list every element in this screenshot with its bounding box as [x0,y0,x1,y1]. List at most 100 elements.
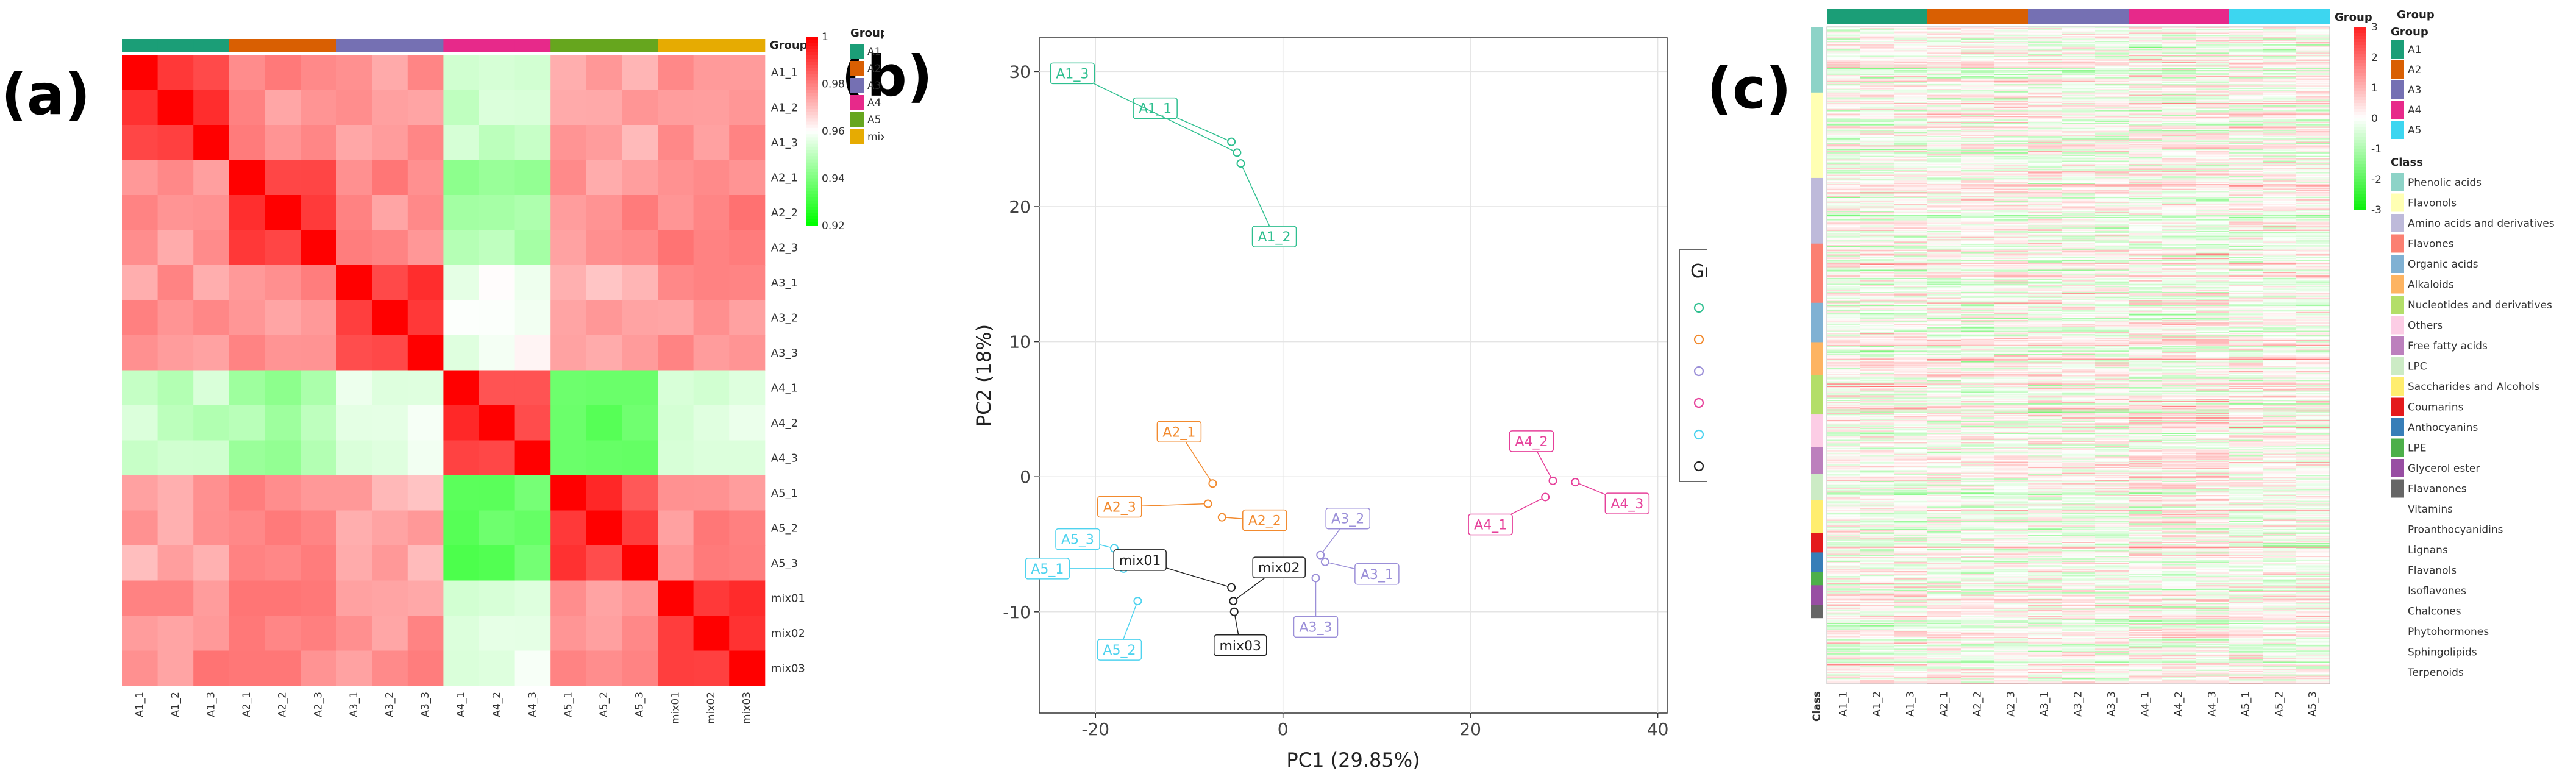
heatmap-cell [1994,44,2029,46]
heatmap-cell [2296,80,2330,82]
heatmap-cell [2095,215,2129,216]
heatmap-cell [1894,32,1928,34]
heatmap-cell [2129,238,2163,240]
heatmap-cell [2162,52,2196,54]
heatmap-cell [1927,138,1962,140]
heatmap-cell [2162,89,2196,91]
heatmap-cell [2229,200,2263,202]
heatmap-cell [2062,296,2096,299]
heatmap-cell [2196,133,2230,135]
heatmap-cell [2028,286,2062,288]
heatmap-cell [1827,338,1861,339]
heatmap-cell [1827,166,1861,168]
heatmap-cell [2162,332,2196,333]
heatmap-cell [1927,233,1962,235]
heatmap-cell [2095,285,2129,286]
heatmap-cell [2162,234,2196,236]
heatmap-cell [1860,103,1895,105]
colorbar-segment [806,197,818,201]
heatmap-cell [2229,187,2263,190]
heatmap-cell [2129,50,2163,52]
heatmap-cell [2229,222,2263,224]
heatmap-cell [2296,307,2330,309]
heatmap-cell [301,125,337,160]
heatmap-cell [1994,171,2029,173]
colorbar-segment [806,153,818,157]
heatmap-cell [2196,174,2230,176]
heatmap-cell [2162,51,2196,53]
heatmap-cell [229,300,265,336]
heatmap-cell [1994,220,2029,222]
heatmap-cell [1961,155,1995,158]
heatmap-cell [2062,107,2096,110]
heatmap-cell [2296,252,2330,254]
heatmap-cell [2162,205,2196,207]
heatmap-cell [2129,29,2163,31]
heatmap-cell [2095,263,2129,266]
heatmap-cell [1961,64,1995,66]
heatmap-cell [372,475,408,511]
heatmap-cell [2162,102,2196,104]
heatmap-cell [1994,110,2029,112]
heatmap-cell [658,55,694,90]
heatmap-cell [2196,76,2230,78]
heatmap-cell [2162,196,2196,197]
heatmap-cell [2129,36,2163,38]
heatmap-cell [1827,30,1861,32]
heatmap-cell [2162,42,2196,44]
point-label-box [1468,513,1513,536]
heatmap-cell [479,475,516,511]
heatmap-cell [2229,88,2263,90]
heatmap-cell [2196,145,2230,147]
heatmap-cell [1994,239,2029,241]
heatmap-cell [729,335,766,371]
heatmap-cell [586,510,622,546]
heatmap-cell [2062,40,2096,41]
heatmap-cell [2296,174,2330,176]
heatmap-cell [514,545,551,581]
heatmap-cell [2196,344,2230,346]
heatmap-cell [2196,165,2230,167]
heatmap-cell [2196,135,2230,137]
heatmap-cell [2129,151,2163,153]
heatmap-cell [1994,201,2029,204]
heatmap-cell [2263,165,2297,167]
heatmap-cell [2296,77,2330,79]
heatmap-cell [2129,266,2163,268]
heatmap-cell [1894,213,1928,215]
heatmap-cell [2229,113,2263,115]
heatmap-cell [2162,84,2196,86]
heatmap-cell [301,300,337,336]
heatmap-cell [1894,166,1928,168]
heatmap-cell [1927,74,1962,77]
heatmap-cell [1961,252,1995,254]
heatmap-cell [2095,220,2129,222]
heatmap-cell [1961,229,1995,230]
heatmap-cell [2229,229,2263,230]
heatmap-cell [1860,258,1895,260]
heatmap-cell [1994,29,2029,31]
heatmap-cell [1894,211,1928,213]
point-label: A3_1 [1361,567,1393,583]
heatmap-cell [550,545,587,581]
heatmap-cell [2296,129,2330,130]
heatmap-cell [1860,153,1895,155]
heatmap-cell [1961,127,1995,129]
heatmap-cell [2196,117,2230,119]
heatmap-cell [2028,157,2062,158]
heatmap-cell [2162,287,2196,289]
heatmap-cell [1860,56,1895,58]
heatmap-cell [2095,236,2129,238]
heatmap-cell [2028,254,2062,256]
heatmap-cell [1894,178,1928,180]
heatmap-cell [1860,193,1895,195]
heatmap-cell [2296,295,2330,297]
heatmap-cell [2196,78,2230,80]
heatmap-cell [2162,108,2196,111]
heatmap-cell [1894,121,1928,123]
heatmap-cell [2095,327,2129,329]
heatmap-cell [1961,219,1995,221]
heatmap-cell [2196,30,2230,32]
heatmap-cell [2162,248,2196,250]
heatmap-cell [2095,87,2129,88]
